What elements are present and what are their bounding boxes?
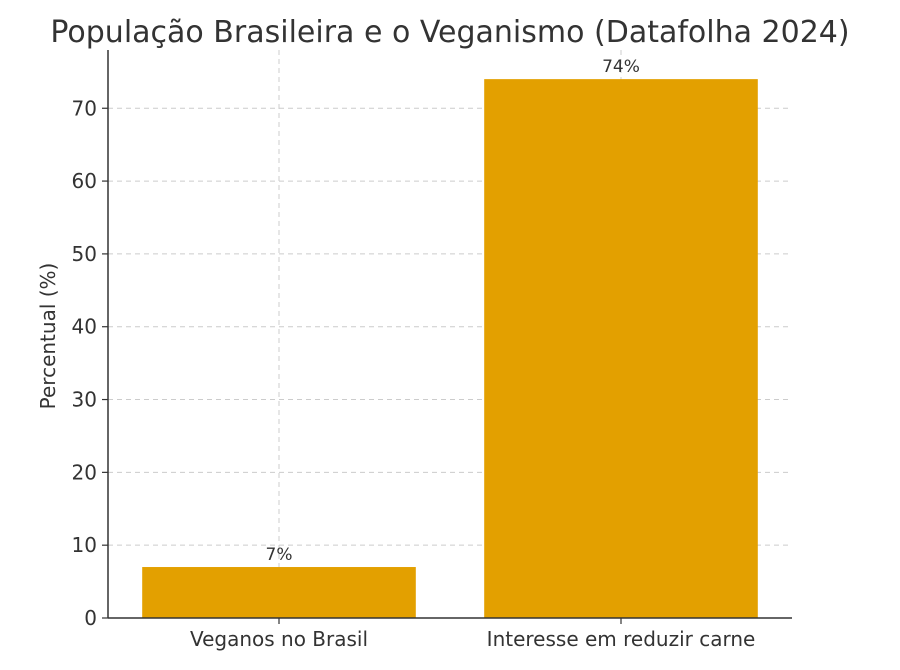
bar-value-label: 7% bbox=[266, 545, 293, 565]
y-tick-label: 30 bbox=[72, 388, 97, 412]
bar-value-label: 74% bbox=[602, 57, 640, 77]
y-tick-label: 70 bbox=[72, 96, 97, 120]
x-tick-label: Veganos no Brasil bbox=[190, 627, 368, 651]
y-tick-label: 0 bbox=[84, 606, 97, 630]
labels: 0 10 20 30 40 50 60 70 Veganos no Brasil Interess… bbox=[72, 57, 756, 651]
y-tick-label: 10 bbox=[72, 533, 97, 557]
bar bbox=[484, 79, 758, 619]
bar bbox=[142, 567, 416, 618]
y-tick-label: 20 bbox=[72, 460, 97, 484]
y-tick-label: 60 bbox=[72, 169, 97, 193]
x-tick-label: Interesse em reduzir carne bbox=[487, 627, 756, 651]
y-axis-label: Percentual (%) bbox=[36, 263, 60, 410]
bars bbox=[142, 79, 758, 619]
chart-title: População Brasileira e o Veganismo (Data… bbox=[50, 15, 849, 50]
axes bbox=[102, 50, 792, 624]
y-tick-label: 50 bbox=[72, 242, 97, 266]
y-tick-label: 40 bbox=[72, 315, 97, 339]
